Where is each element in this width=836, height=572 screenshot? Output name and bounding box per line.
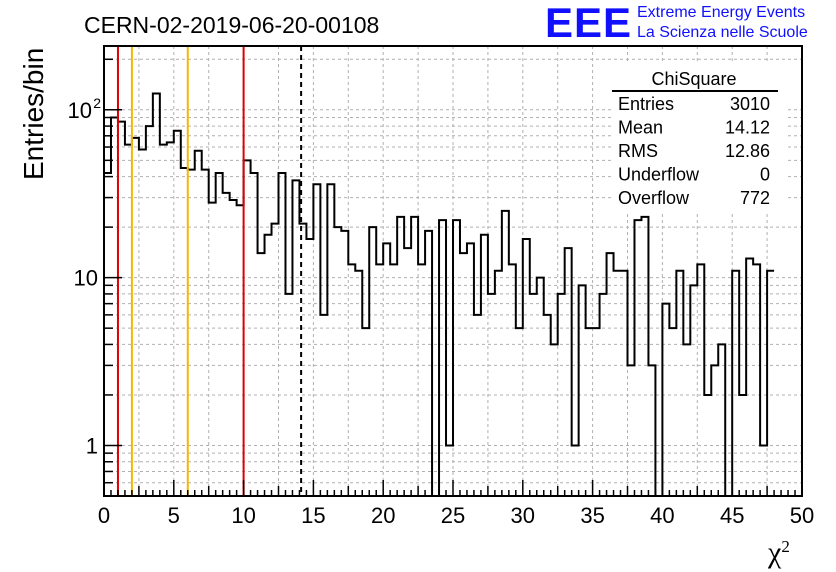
- histogram-bin: [425, 231, 432, 496]
- axis-ticks: [103, 58, 803, 496]
- histogram-bin: [397, 217, 404, 496]
- stats-box-title: ChiSquare: [651, 69, 736, 89]
- stats-row-label: Entries: [618, 94, 674, 114]
- histogram-bin: [313, 184, 320, 496]
- histogram-bin: [258, 253, 265, 496]
- x-tick-label: 50: [790, 503, 814, 528]
- histogram-bin: [362, 328, 369, 496]
- y-tick-label: 10: [74, 266, 98, 291]
- histogram-bin: [474, 315, 481, 496]
- histogram-bin: [411, 217, 418, 496]
- histogram-bin: [607, 253, 614, 496]
- y-tick-label: 10: [68, 98, 92, 123]
- histogram-bin: [537, 278, 544, 496]
- histogram-bin: [195, 151, 202, 496]
- eee-logo: EEE: [545, 0, 633, 46]
- x-tick-label: 45: [720, 503, 744, 528]
- histogram-bin: [209, 203, 216, 496]
- x-axis-label-symbol: χ: [768, 536, 782, 569]
- histogram-bin: [369, 227, 376, 496]
- histogram-bin: [327, 184, 334, 496]
- histogram-bin: [320, 315, 327, 496]
- histogram-bin: [251, 173, 258, 496]
- logo-subtitle-line1: Extreme Energy Events: [637, 4, 806, 21]
- histogram-bin: [711, 365, 718, 496]
- histogram-bin: [202, 170, 209, 496]
- stats-row-label: RMS: [618, 141, 658, 161]
- histogram-bin: [467, 243, 474, 496]
- x-tick-label: 40: [650, 503, 674, 528]
- stats-box-background: [612, 64, 788, 214]
- x-axis-label-exponent: 2: [781, 537, 790, 556]
- stats-row-value: 0: [760, 165, 770, 185]
- histogram-bin: [334, 227, 341, 496]
- x-tick-label: 0: [98, 503, 110, 528]
- histogram-bin: [634, 220, 641, 496]
- histogram-bin: [718, 344, 725, 496]
- histogram-bin: [383, 243, 390, 496]
- histogram-bin: [146, 126, 153, 496]
- histogram-bin: [662, 304, 669, 496]
- histogram-bin: [669, 328, 676, 496]
- logo-subtitle-line2: La Scienza nelle Scuole: [637, 24, 808, 41]
- stats-row-value: 14.12: [725, 118, 770, 138]
- y-tick-label: 1: [86, 433, 98, 458]
- threshold-lines: [116, 46, 303, 496]
- stats-row-label: Underflow: [618, 165, 700, 185]
- stats-row-value: 3010: [730, 94, 770, 114]
- histogram-bin: [230, 200, 237, 496]
- x-tick-label: 30: [511, 503, 535, 528]
- histogram-bin: [292, 180, 299, 496]
- histogram-bin: [690, 285, 697, 496]
- stats-row-value: 772: [740, 188, 770, 208]
- x-axis-label: χ2: [768, 538, 790, 568]
- histogram-bin: [586, 328, 593, 496]
- histogram-bin: [516, 328, 523, 496]
- histogram-bin: [544, 315, 551, 496]
- stats-box: ChiSquare Entries 3010 Mean 14.12 RMS 12.86 Und…: [612, 64, 788, 214]
- histogram-bin: [341, 231, 348, 496]
- histogram-bin: [167, 142, 174, 496]
- histogram-bin: [439, 220, 446, 496]
- histogram-bin: [237, 205, 244, 496]
- histogram-bin: [579, 285, 586, 496]
- histogram-bin: [174, 131, 181, 496]
- histogram-bin: [153, 94, 160, 496]
- histogram-bin: [111, 117, 118, 496]
- x-tick-label: 5: [168, 503, 180, 528]
- run-title: CERN-02-2019-06-20-00108: [84, 12, 380, 38]
- histogram-bin: [628, 365, 635, 496]
- histogram-bin: [641, 217, 648, 496]
- histogram-bin: [104, 173, 111, 496]
- histogram-bin: [272, 224, 279, 496]
- histogram-bin: [132, 138, 139, 496]
- stats-row-value: 12.86: [725, 141, 770, 161]
- x-tick-label: 25: [441, 503, 465, 528]
- histogram-bin: [181, 168, 188, 496]
- y-tick-label-exponent: 2: [93, 95, 101, 111]
- x-tick-label: 15: [301, 503, 325, 528]
- histogram-bin: [453, 220, 460, 496]
- histogram-bin: [593, 328, 600, 496]
- histogram-bin: [118, 122, 125, 496]
- histogram-bin: [216, 173, 223, 496]
- histogram-bin: [683, 344, 690, 496]
- x-tick-label: 35: [580, 503, 604, 528]
- histogram-bin: [648, 365, 655, 496]
- x-tick-label: 10: [231, 503, 255, 528]
- x-tick-label: 20: [371, 503, 395, 528]
- stats-row-label: Mean: [618, 118, 663, 138]
- histogram-bin: [188, 170, 195, 496]
- histogram-bin: [460, 253, 467, 496]
- histogram-bin: [551, 344, 558, 496]
- histogram-bin: [279, 173, 286, 496]
- histogram-bin: [139, 150, 146, 496]
- stats-row-label: Overflow: [618, 188, 690, 208]
